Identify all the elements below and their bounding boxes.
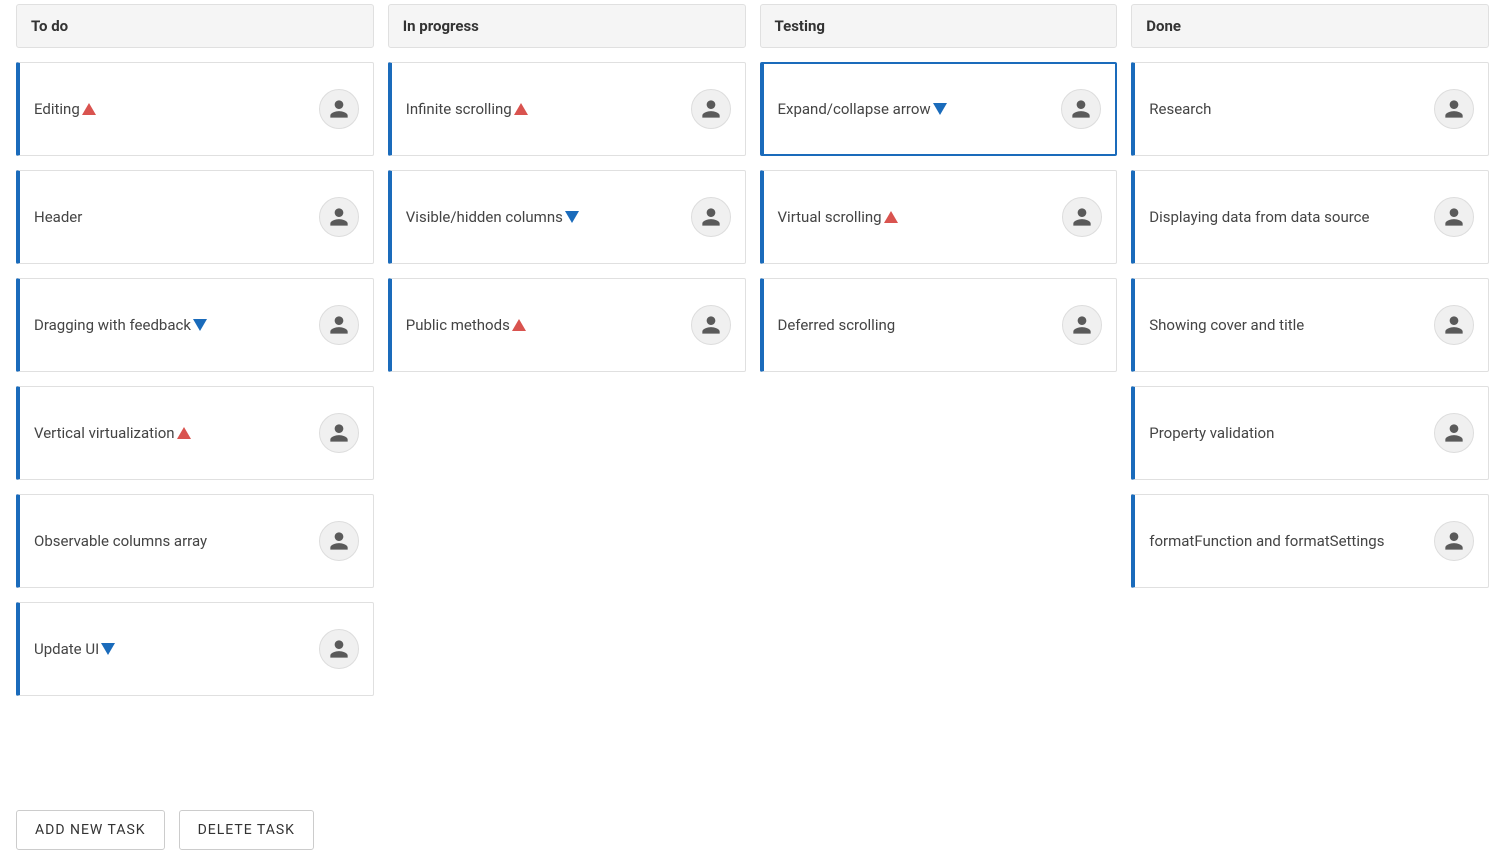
task-card[interactable]: Property validation <box>1131 386 1489 480</box>
card-content: Virtual scrolling <box>778 206 1053 229</box>
task-card[interactable]: Editing <box>16 62 374 156</box>
card-content: Public methods <box>406 314 681 337</box>
card-content: formatFunction and formatSettings <box>1149 530 1424 553</box>
card-title: Visible/hidden columns <box>406 206 563 229</box>
avatar <box>691 305 731 345</box>
card-content: Infinite scrolling <box>406 98 681 121</box>
avatar <box>1062 305 1102 345</box>
avatar <box>691 197 731 237</box>
card-title: Observable columns array <box>34 530 207 553</box>
priority-high-icon <box>514 103 528 115</box>
avatar <box>319 197 359 237</box>
avatar <box>319 413 359 453</box>
card-content: Header <box>34 206 309 229</box>
column-todo: To do Editing Header Dragging with feedback… <box>16 4 374 710</box>
column-in-progress: In progress Infinite scrolling Visible/hid… <box>388 4 746 710</box>
avatar <box>1434 197 1474 237</box>
button-row: ADD NEW TASK DELETE TASK <box>0 710 1505 860</box>
card-content: Property validation <box>1149 422 1424 445</box>
task-card[interactable]: Header <box>16 170 374 264</box>
task-card[interactable]: Research <box>1131 62 1489 156</box>
avatar <box>1434 89 1474 129</box>
card-content: Research <box>1149 98 1424 121</box>
task-card[interactable]: formatFunction and formatSettings <box>1131 494 1489 588</box>
card-content: Vertical virtualization <box>34 422 309 445</box>
card-content: Showing cover and title <box>1149 314 1424 337</box>
task-card[interactable]: Observable columns array <box>16 494 374 588</box>
task-card[interactable]: Deferred scrolling <box>760 278 1118 372</box>
avatar <box>1061 89 1101 129</box>
task-card[interactable]: Showing cover and title <box>1131 278 1489 372</box>
column-header[interactable]: Done <box>1131 4 1489 48</box>
column-testing: Testing Expand/collapse arrow Virtual scro… <box>760 4 1118 710</box>
priority-low-icon <box>565 211 579 223</box>
task-card[interactable]: Infinite scrolling <box>388 62 746 156</box>
task-card[interactable]: Virtual scrolling <box>760 170 1118 264</box>
card-content: Displaying data from data source <box>1149 206 1424 229</box>
card-title: Displaying data from data source <box>1149 206 1369 229</box>
column-header[interactable]: In progress <box>388 4 746 48</box>
task-card[interactable]: Public methods <box>388 278 746 372</box>
card-content: Dragging with feedback <box>34 314 309 337</box>
avatar <box>319 521 359 561</box>
avatar <box>1434 413 1474 453</box>
delete-task-button[interactable]: DELETE TASK <box>179 810 314 850</box>
add-task-button[interactable]: ADD NEW TASK <box>16 810 165 850</box>
card-content: Update UI <box>34 638 309 661</box>
avatar <box>319 89 359 129</box>
task-card[interactable]: Dragging with feedback <box>16 278 374 372</box>
card-title: Infinite scrolling <box>406 98 512 121</box>
task-card[interactable]: Displaying data from data source <box>1131 170 1489 264</box>
task-card[interactable]: Update UI <box>16 602 374 696</box>
task-card[interactable]: Vertical virtualization <box>16 386 374 480</box>
card-title: Research <box>1149 98 1211 121</box>
card-title: Public methods <box>406 314 510 337</box>
card-title: Update UI <box>34 638 99 661</box>
card-content: Deferred scrolling <box>778 314 1053 337</box>
avatar <box>319 629 359 669</box>
priority-high-icon <box>512 319 526 331</box>
column-header[interactable]: To do <box>16 4 374 48</box>
card-title: formatFunction and formatSettings <box>1149 530 1384 553</box>
priority-low-icon <box>193 319 207 331</box>
kanban-board: To do Editing Header Dragging with feedback… <box>0 0 1505 710</box>
priority-high-icon <box>884 211 898 223</box>
avatar <box>319 305 359 345</box>
card-title: Editing <box>34 98 80 121</box>
card-title: Showing cover and title <box>1149 314 1304 337</box>
card-title: Vertical virtualization <box>34 422 175 445</box>
priority-low-icon <box>101 643 115 655</box>
priority-high-icon <box>82 103 96 115</box>
priority-high-icon <box>177 427 191 439</box>
card-title: Deferred scrolling <box>778 314 896 337</box>
task-card[interactable]: Expand/collapse arrow <box>760 62 1118 156</box>
card-content: Observable columns array <box>34 530 309 553</box>
avatar <box>1062 197 1102 237</box>
task-card[interactable]: Visible/hidden columns <box>388 170 746 264</box>
card-content: Editing <box>34 98 309 121</box>
card-title: Property validation <box>1149 422 1274 445</box>
column-header[interactable]: Testing <box>760 4 1118 48</box>
avatar <box>691 89 731 129</box>
card-title: Expand/collapse arrow <box>778 98 931 121</box>
column-done: Done Research Displaying data from data so… <box>1131 4 1489 710</box>
card-title: Virtual scrolling <box>778 206 882 229</box>
avatar <box>1434 305 1474 345</box>
card-title: Header <box>34 206 82 229</box>
priority-low-icon <box>933 103 947 115</box>
avatar <box>1434 521 1474 561</box>
card-content: Visible/hidden columns <box>406 206 681 229</box>
card-title: Dragging with feedback <box>34 314 191 337</box>
card-content: Expand/collapse arrow <box>778 98 1052 121</box>
